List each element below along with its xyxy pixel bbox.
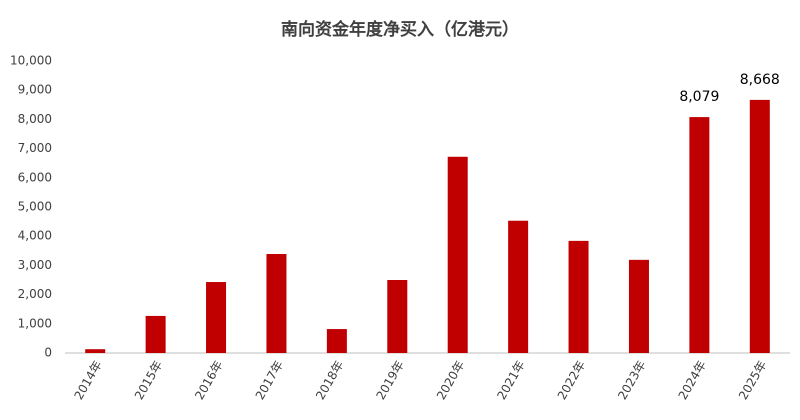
x-tick-label: 2024年	[676, 358, 709, 402]
y-tick-label: 4,000	[18, 229, 52, 243]
bar	[145, 315, 166, 353]
y-tick-label: 7,000	[18, 141, 52, 155]
y-tick-label: 2,000	[18, 287, 52, 301]
y-tick-label: 10,000	[10, 54, 52, 68]
x-tick-label: 2025年	[736, 358, 769, 402]
y-tick-label: 8,000	[18, 112, 52, 126]
x-tick-label: 2021年	[494, 358, 527, 402]
y-tick-label: 0	[44, 346, 52, 360]
x-tick-label: 2019年	[374, 358, 407, 402]
x-tick-label: 2017年	[253, 358, 286, 402]
chart-title: 南向资金年度净买入（亿港元）	[281, 19, 519, 40]
bar	[266, 254, 287, 353]
x-tick-label: 2014年	[71, 358, 104, 402]
x-tick-label: 2023年	[615, 358, 648, 402]
x-tick-label: 2022年	[555, 358, 588, 402]
y-tick-label: 3,000	[18, 258, 52, 272]
y-tick-label: 1,000	[18, 316, 52, 330]
bar	[387, 280, 408, 353]
bar	[628, 259, 649, 353]
value-label: 8,668	[740, 72, 780, 88]
bar	[447, 156, 468, 353]
x-tick-label: 2016年	[192, 358, 225, 402]
bar	[206, 282, 227, 353]
value-label: 8,079	[679, 89, 719, 105]
bar	[749, 99, 770, 353]
bar	[508, 220, 529, 353]
x-tick-label: 2015年	[132, 358, 165, 402]
bar	[689, 117, 710, 353]
bar	[568, 240, 589, 353]
x-tick-label: 2020年	[434, 358, 467, 402]
y-tick-label: 9,000	[18, 83, 52, 97]
y-tick-label: 6,000	[18, 170, 52, 184]
bar	[85, 349, 106, 353]
x-tick-label: 2018年	[313, 358, 346, 402]
bar	[326, 329, 347, 353]
y-tick-label: 5,000	[18, 200, 52, 214]
